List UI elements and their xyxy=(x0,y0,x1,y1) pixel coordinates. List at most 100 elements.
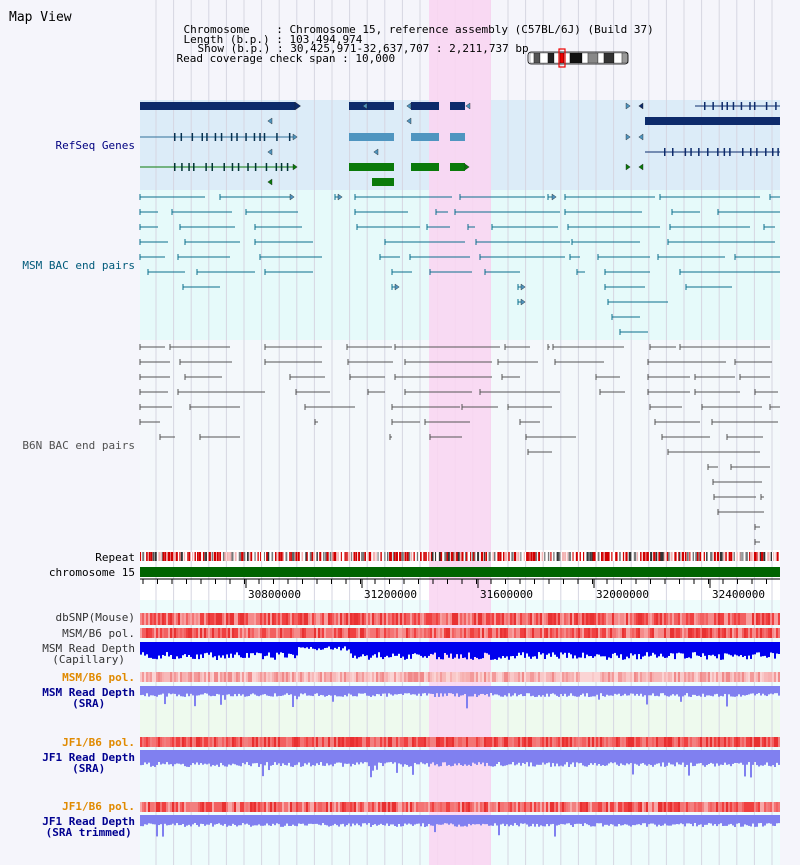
polymorphism-bin xyxy=(648,802,650,812)
depth-bin xyxy=(190,642,192,657)
depth-bin xyxy=(724,686,726,694)
depth-bin xyxy=(406,686,408,694)
gene-exon xyxy=(726,102,729,110)
polymorphism-bin xyxy=(544,737,546,747)
depth-bin xyxy=(252,686,254,694)
polymorphism-bin xyxy=(328,628,330,638)
polymorphism-bin xyxy=(352,802,354,812)
depth-bin xyxy=(766,750,768,763)
depth-bin xyxy=(734,642,736,655)
polymorphism-bin xyxy=(176,802,178,812)
depth-bin xyxy=(642,815,644,824)
repeat-element xyxy=(152,552,154,561)
repeat-element xyxy=(241,552,244,561)
gene-exon xyxy=(723,148,726,156)
polymorphism-bin xyxy=(262,737,264,747)
polymorphism-bin xyxy=(402,737,404,747)
repeat-element xyxy=(453,552,455,561)
depth-bin xyxy=(362,815,364,824)
depth-bin xyxy=(510,642,512,657)
polymorphism-bin xyxy=(518,737,520,747)
polymorphism-bin xyxy=(416,802,418,812)
depth-bin xyxy=(422,642,424,658)
polymorphism-bin xyxy=(326,802,328,812)
polymorphism-bin xyxy=(182,672,184,682)
polymorphism-bin xyxy=(770,802,772,812)
polymorphism-bin xyxy=(358,737,360,747)
depth-bin xyxy=(690,642,692,659)
polymorphism-bin xyxy=(662,613,664,625)
polymorphism-bin xyxy=(526,613,528,625)
polymorphism-bin xyxy=(700,802,702,812)
repeat-element xyxy=(188,552,191,561)
depth-bin xyxy=(214,642,216,657)
track-label-refseq[interactable]: RefSeq Genes xyxy=(55,139,135,152)
polymorphism-bin xyxy=(304,672,306,682)
polymorphism-bin xyxy=(296,737,298,747)
depth-bin xyxy=(320,750,322,763)
polymorphism-bin xyxy=(470,672,472,682)
repeat-element xyxy=(477,552,480,561)
repeat-element xyxy=(192,552,194,561)
depth-bin xyxy=(230,815,232,826)
repeat-element xyxy=(465,552,467,561)
polymorphism-bin xyxy=(198,737,200,747)
depth-bin xyxy=(142,815,144,827)
repeat-element xyxy=(480,552,484,561)
polymorphism-bin xyxy=(748,672,750,682)
repeat-element xyxy=(313,552,316,561)
polymorphism-bin xyxy=(596,737,598,747)
depth-bin xyxy=(382,815,384,825)
polymorphism-bin xyxy=(738,613,740,625)
depth-bin xyxy=(452,686,454,694)
depth-bin xyxy=(610,815,612,825)
depth-bin xyxy=(184,815,186,827)
depth-bin xyxy=(586,815,588,825)
repeat-element xyxy=(530,552,533,561)
depth-bin xyxy=(546,815,548,825)
depth-bin xyxy=(282,750,284,764)
polymorphism-bin xyxy=(608,672,610,682)
jf1-b6-pol-2-track xyxy=(140,802,780,812)
polymorphism-bin xyxy=(456,672,458,682)
repeat-element xyxy=(375,552,377,561)
polymorphism-bin xyxy=(532,737,534,747)
repeat-element xyxy=(179,552,181,561)
polymorphism-bin xyxy=(152,737,154,747)
depth-bin xyxy=(300,815,302,824)
polymorphism-bin xyxy=(720,737,722,747)
polymorphism-bin xyxy=(334,672,336,682)
depth-bin xyxy=(642,642,644,657)
depth-bin xyxy=(380,642,382,658)
polymorphism-bin xyxy=(748,628,750,638)
gene-exon xyxy=(777,148,779,156)
polymorphism-bin xyxy=(230,672,232,682)
depth-bin xyxy=(672,815,674,825)
depth-bin xyxy=(556,642,558,657)
polymorphism-bin xyxy=(390,737,392,747)
polymorphism-bin xyxy=(536,672,538,682)
polymorphism-bin xyxy=(596,802,598,812)
depth-bin xyxy=(666,686,668,697)
depth-bin xyxy=(426,815,428,827)
polymorphism-bin xyxy=(200,672,202,682)
polymorphism-bin xyxy=(738,672,740,682)
track-label-b6n-bac[interactable]: B6N BAC end pairs xyxy=(22,439,135,452)
depth-bin xyxy=(674,750,676,767)
polymorphism-bin xyxy=(554,613,556,625)
depth-bin xyxy=(650,642,652,656)
depth-bin xyxy=(356,642,358,659)
track-label-msm-bac[interactable]: MSM BAC end pairs xyxy=(22,259,135,272)
depth-bin xyxy=(726,750,728,765)
polymorphism-bin xyxy=(392,628,394,638)
polymorphism-bin xyxy=(580,737,582,747)
polymorphism-bin xyxy=(198,802,200,812)
polymorphism-bin xyxy=(256,802,258,812)
depth-bin xyxy=(632,815,634,826)
repeat-element xyxy=(567,552,569,561)
depth-bin xyxy=(670,815,672,826)
polymorphism-bin xyxy=(712,613,714,625)
depth-bin xyxy=(414,686,416,695)
polymorphism-bin xyxy=(662,628,664,638)
polymorphism-bin xyxy=(666,672,668,682)
